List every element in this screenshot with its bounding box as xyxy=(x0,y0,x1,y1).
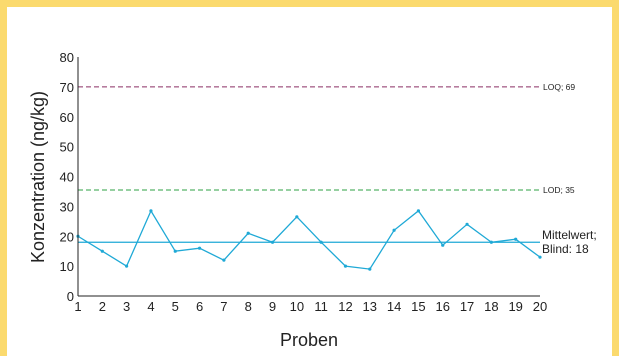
data-point xyxy=(319,240,323,244)
x-tick-label: 18 xyxy=(484,299,498,314)
y-tick-label: 40 xyxy=(60,170,74,185)
data-point xyxy=(173,249,177,253)
y-tick-label: 50 xyxy=(60,140,74,155)
data-point xyxy=(197,246,202,250)
y-tick-label: 70 xyxy=(60,80,74,95)
x-tick-label: 7 xyxy=(220,299,227,314)
x-tick-label: 9 xyxy=(269,299,276,314)
y-tick-label: 10 xyxy=(60,259,74,274)
series-layer xyxy=(76,209,542,271)
data-point xyxy=(246,231,250,235)
mean-line-label: Mittelwert; xyxy=(542,228,597,242)
data-point xyxy=(416,209,421,213)
y-tick-label: 80 xyxy=(60,50,74,65)
x-tick-label: 3 xyxy=(123,299,130,314)
data-point xyxy=(270,240,275,244)
x-tick-label: 2 xyxy=(99,299,106,314)
y-tick-label: 60 xyxy=(60,110,74,125)
mean-line-label: Blind: 18 xyxy=(542,242,589,256)
data-point xyxy=(295,215,299,219)
x-tick-label: 16 xyxy=(436,299,450,314)
x-tick-label: 6 xyxy=(196,299,203,314)
y-tick-label: 20 xyxy=(60,229,74,244)
x-tick-label: 15 xyxy=(411,299,425,314)
data-point xyxy=(514,237,518,241)
x-tick-label: 1 xyxy=(74,299,81,314)
y-tick-label: 0 xyxy=(67,289,74,304)
x-tick-label: 14 xyxy=(387,299,401,314)
x-tick-label: 11 xyxy=(314,299,328,314)
data-point xyxy=(538,255,542,259)
data-point xyxy=(343,264,348,268)
reference-lines: LOQ; 69 LOD; 35 Mittelwert;Blind: 18 xyxy=(78,82,597,256)
x-tick-label: 10 xyxy=(290,299,304,314)
x-tick-label: 12 xyxy=(338,299,352,314)
y-tick-label: 30 xyxy=(60,199,74,214)
x-tick-label: 4 xyxy=(147,299,154,314)
axes xyxy=(77,57,540,297)
data-point xyxy=(489,240,493,244)
data-point xyxy=(368,267,372,271)
x-tick-label: 5 xyxy=(172,299,179,314)
data-point xyxy=(125,264,129,268)
data-point xyxy=(149,209,153,213)
x-tick-label: 17 xyxy=(460,299,474,314)
y-axis-title: Konzentration (ng/kg) xyxy=(28,91,48,263)
series-line xyxy=(77,209,541,270)
data-point xyxy=(392,228,396,232)
reference-line-label: LOD; 35 xyxy=(543,185,575,195)
x-tick-label: 19 xyxy=(508,299,522,314)
x-tick-label: 8 xyxy=(245,299,252,314)
data-point xyxy=(222,258,226,262)
x-axis-title: Proben xyxy=(280,330,338,350)
x-tick-label: 20 xyxy=(533,299,547,314)
data-point xyxy=(465,222,469,226)
data-point xyxy=(100,249,104,253)
x-tick-label: 13 xyxy=(363,299,377,314)
reference-line-label: LOQ; 69 xyxy=(543,82,575,92)
data-point xyxy=(441,243,445,247)
